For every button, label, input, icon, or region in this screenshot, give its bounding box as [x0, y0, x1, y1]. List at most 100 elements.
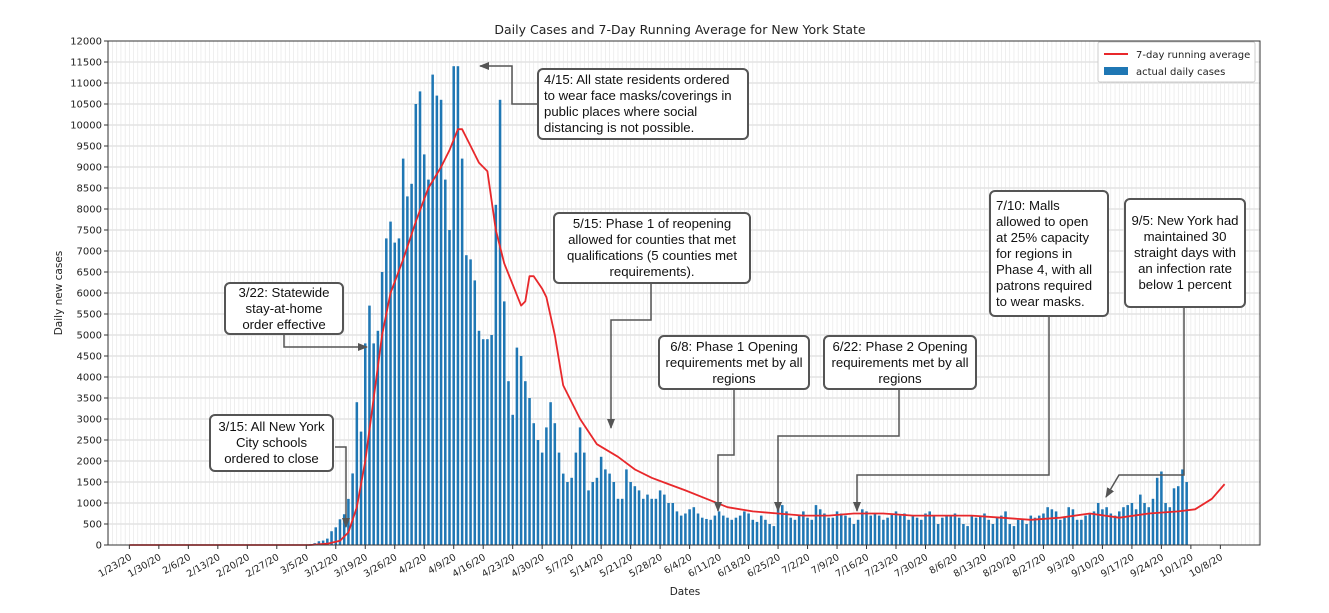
- daily-cases-bar: [915, 517, 919, 545]
- daily-cases-bar: [802, 511, 805, 545]
- x-tick-label: 1/30/20: [126, 552, 163, 580]
- daily-cases-bar: [684, 513, 687, 545]
- daily-cases-bar: [848, 517, 851, 545]
- daily-cases-bar: [751, 519, 755, 545]
- daily-cases-bar: [553, 423, 557, 545]
- daily-cases-bar: [755, 521, 759, 545]
- daily-cases-bar: [806, 517, 809, 545]
- annotation-4-15: 4/15: All state residents ordered to wea…: [537, 68, 749, 140]
- daily-cases-bar: [418, 91, 422, 546]
- daily-cases-bar: [797, 515, 801, 545]
- daily-cases-bar: [317, 541, 321, 545]
- daily-cases-bar: [764, 519, 767, 545]
- daily-cases-bar: [932, 515, 936, 545]
- daily-cases-bar: [945, 515, 948, 545]
- daily-cases-bar: [983, 513, 986, 545]
- daily-cases-bar: [688, 509, 691, 545]
- annotation-arrow: [774, 390, 900, 512]
- daily-cases-bar: [772, 526, 776, 545]
- y-tick-label: 2000: [77, 457, 102, 468]
- daily-cases-bar: [747, 513, 750, 545]
- daily-cases-bar: [1118, 511, 1121, 545]
- daily-cases-bar: [810, 519, 814, 545]
- daily-cases-bar: [1012, 526, 1016, 545]
- daily-cases-bar: [519, 356, 523, 545]
- daily-cases-bar: [376, 330, 380, 545]
- y-tick-label: 12000: [70, 37, 102, 48]
- daily-cases-bar: [595, 477, 599, 545]
- daily-cases-bar: [1134, 509, 1138, 545]
- daily-cases-bar: [835, 511, 839, 545]
- daily-cases-bar: [827, 517, 830, 545]
- daily-cases-bar: [839, 513, 843, 545]
- daily-cases-bar: [502, 301, 506, 545]
- daily-cases-bar: [1109, 513, 1113, 545]
- daily-cases-bar: [970, 515, 974, 545]
- daily-cases-bar: [1143, 503, 1146, 545]
- daily-cases-bar: [974, 517, 978, 545]
- daily-cases-bar: [380, 272, 384, 545]
- daily-cases-bar: [633, 486, 637, 545]
- y-axis-label: Daily new cases: [53, 251, 65, 336]
- daily-cases-bar: [363, 343, 367, 545]
- daily-cases-bar: [448, 230, 451, 545]
- daily-cases-bar: [856, 519, 860, 545]
- annotation-arrow: [479, 62, 539, 105]
- annotation-arrow: [607, 284, 652, 429]
- daily-cases-bar: [540, 452, 544, 545]
- daily-cases-bar: [1168, 507, 1172, 545]
- daily-cases-bar: [473, 280, 477, 545]
- daily-cases-bar: [936, 524, 940, 545]
- daily-cases-bar: [667, 503, 670, 545]
- daily-cases-bar: [1096, 503, 1100, 545]
- x-tick-label: 7/30/20: [893, 552, 930, 580]
- daily-cases-bar: [646, 494, 649, 545]
- daily-cases-bar: [431, 74, 434, 545]
- daily-cases-bar: [612, 482, 616, 545]
- daily-cases-bar: [675, 511, 679, 545]
- annotation-3-15: 3/15: All New York City schools ordered …: [209, 414, 334, 472]
- daily-cases-bar: [481, 339, 485, 545]
- daily-cases-bar: [700, 517, 704, 545]
- plot-frame: [107, 40, 1261, 546]
- daily-cases-bar: [1130, 503, 1134, 545]
- daily-cases-bar: [591, 482, 594, 545]
- daily-cases-bar: [890, 513, 894, 545]
- daily-cases-bar: [886, 517, 889, 545]
- daily-cases-bar: [536, 440, 540, 545]
- daily-cases-bar: [823, 513, 826, 545]
- daily-cases-bar: [637, 490, 641, 545]
- daily-cases-bar: [1176, 486, 1180, 545]
- running-average-line: [129, 128, 1226, 546]
- daily-cases-bar: [469, 259, 472, 545]
- daily-cases-bar: [1000, 515, 1003, 545]
- daily-cases-bar: [1155, 477, 1159, 545]
- daily-cases-bar: [1008, 524, 1012, 545]
- daily-cases-bar: [604, 469, 607, 545]
- daily-cases-bar: [903, 513, 906, 545]
- daily-cases-bar: [406, 196, 409, 545]
- daily-cases-bar: [953, 513, 957, 545]
- daily-cases-bar: [422, 154, 426, 545]
- daily-cases-bar: [1084, 515, 1087, 545]
- daily-cases-bar: [957, 517, 961, 545]
- daily-cases-bar: [566, 482, 569, 545]
- daily-cases-bar: [620, 498, 624, 545]
- daily-cases-bar: [1050, 509, 1054, 545]
- daily-cases-bar: [401, 158, 405, 545]
- annotation-arrow: [283, 335, 368, 351]
- daily-cases-bar: [1101, 509, 1104, 545]
- daily-cases-bar: [1021, 519, 1024, 545]
- daily-cases-bar: [351, 473, 354, 545]
- daily-cases-bar: [1016, 519, 1020, 545]
- daily-cases-bar: [785, 511, 788, 545]
- annotation-arrow: [335, 446, 350, 528]
- daily-cases-bar: [1042, 513, 1045, 545]
- daily-cases-bar: [865, 511, 868, 545]
- daily-cases-bar: [1054, 511, 1058, 545]
- daily-cases-bar: [978, 515, 982, 545]
- daily-cases-bar: [549, 402, 552, 545]
- daily-cases-bar: [852, 524, 856, 545]
- daily-cases-bar: [532, 423, 536, 545]
- daily-cases-bar: [528, 398, 531, 545]
